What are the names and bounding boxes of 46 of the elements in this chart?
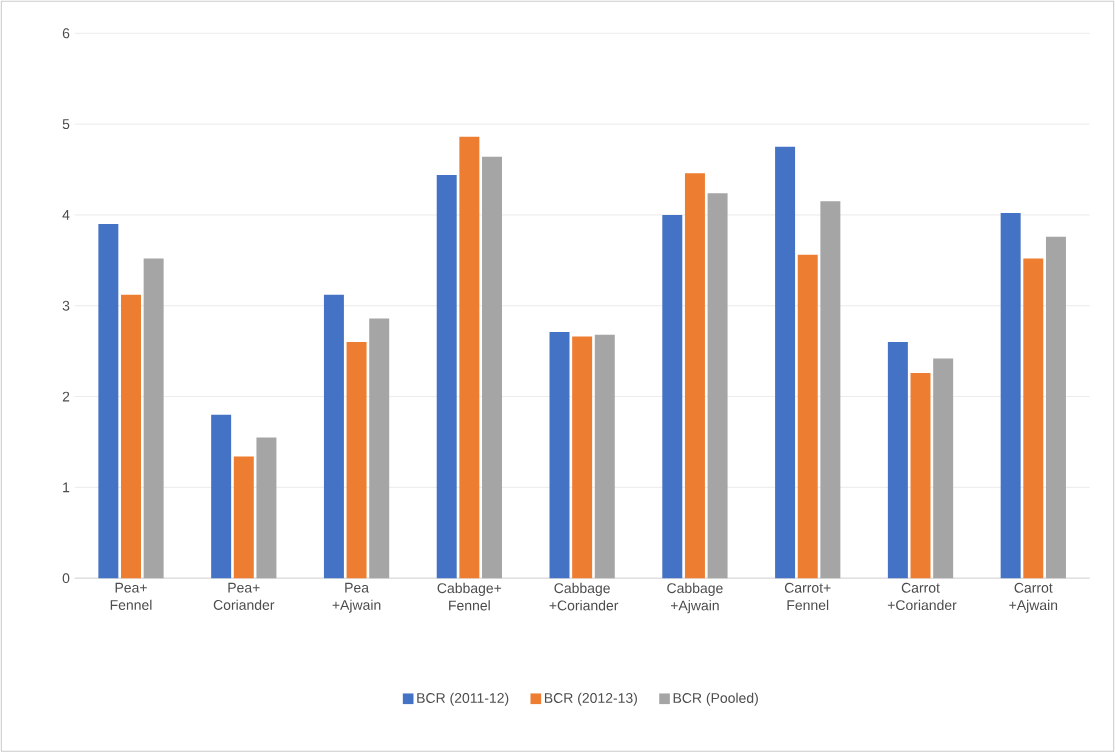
x-tick-label: Carrot+ Fennel bbox=[784, 583, 831, 611]
y-tick-label: 0 bbox=[62, 573, 70, 584]
bar bbox=[482, 156, 502, 579]
bar bbox=[775, 146, 796, 579]
bar bbox=[1045, 236, 1066, 579]
bar bbox=[684, 173, 705, 579]
x-tick-label: Cabbage +Coriander bbox=[549, 583, 619, 611]
bar bbox=[707, 193, 728, 579]
x-tick-label: Cabbage +Ajwain bbox=[667, 583, 723, 614]
bar bbox=[256, 437, 277, 579]
x-tick-label: Carrot +Ajwain bbox=[1009, 583, 1058, 614]
x-tick-label: Pea+ Coriander bbox=[213, 583, 275, 611]
bar bbox=[594, 334, 615, 579]
legend-label: BCR (2011-12) bbox=[417, 692, 509, 706]
bar bbox=[662, 215, 683, 579]
bar bbox=[797, 255, 818, 579]
bar bbox=[1000, 213, 1021, 579]
bar bbox=[98, 224, 119, 579]
bar bbox=[933, 358, 954, 579]
bar bbox=[233, 456, 254, 579]
bar bbox=[549, 332, 570, 579]
bar bbox=[369, 318, 390, 579]
y-tick-label: 1 bbox=[63, 482, 70, 493]
x-tick-label: Cabbage+ Fennel bbox=[437, 583, 502, 611]
bar bbox=[323, 295, 344, 579]
y-tick-label: 4 bbox=[62, 210, 70, 220]
bar bbox=[459, 137, 480, 579]
x-tick-label: Carrot +Coriander bbox=[887, 583, 957, 611]
bar bbox=[346, 342, 367, 579]
bar bbox=[887, 342, 908, 579]
legend-label: BCR (2012-13) bbox=[544, 692, 637, 706]
bar bbox=[1023, 258, 1044, 579]
x-tick-label: Pea+ Fennel bbox=[110, 583, 152, 611]
y-tick-label: 6 bbox=[62, 28, 70, 39]
bar bbox=[820, 201, 841, 579]
bar bbox=[121, 295, 141, 579]
legend-label: BCR (Pooled) bbox=[673, 692, 758, 706]
bar bbox=[143, 258, 164, 579]
bar bbox=[436, 175, 457, 579]
bar bbox=[211, 414, 232, 579]
bar bbox=[910, 373, 931, 579]
y-tick-label: 5 bbox=[62, 119, 70, 130]
y-tick-label: 3 bbox=[62, 300, 70, 311]
y-tick-label: 2 bbox=[62, 391, 70, 402]
bar bbox=[572, 336, 593, 579]
x-tick-label: Pea +Ajwain bbox=[332, 583, 381, 613]
